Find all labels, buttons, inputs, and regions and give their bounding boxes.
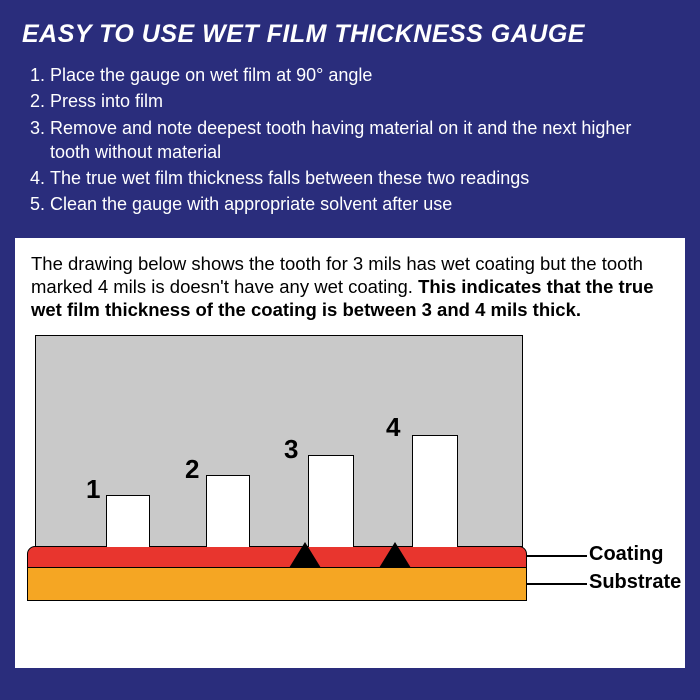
leader-line [527,583,587,585]
step-item: The true wet film thickness falls betwee… [50,166,674,190]
tooth-number-4: 4 [386,412,400,443]
step-item: Clean the gauge with appropriate solvent… [50,192,674,216]
instruction-list: Place the gauge on wet film at 90° angle… [14,63,686,237]
step-item: Remove and note deepest tooth having mat… [50,116,674,165]
tooth-number-1: 1 [86,474,100,505]
explanation-text: The drawing below shows the tooth for 3 … [27,252,673,321]
tooth-3 [308,455,354,547]
substrate-label: Substrate [589,571,681,594]
pointer-triangle-icon [379,542,411,568]
coating-layer [27,546,527,568]
step-item: Press into film [50,89,674,113]
tooth-4 [412,435,458,547]
gauge-diagram: 1 2 3 4 Coating Substrate [27,335,673,635]
tooth-1 [106,495,150,547]
explanation-panel: The drawing below shows the tooth for 3 … [14,237,686,669]
tooth-number-2: 2 [185,454,199,485]
gauge-body: 1 2 3 4 [35,335,523,547]
tooth-number-3: 3 [284,434,298,465]
leader-line [527,555,587,557]
coating-label: Coating [589,543,663,566]
page-title: EASY TO USE WET FILM THICKNESS GAUGE [14,14,686,63]
pointer-triangle-icon [289,542,321,568]
step-item: Place the gauge on wet film at 90° angle [50,63,674,87]
substrate-layer [27,567,527,601]
tooth-2 [206,475,250,547]
